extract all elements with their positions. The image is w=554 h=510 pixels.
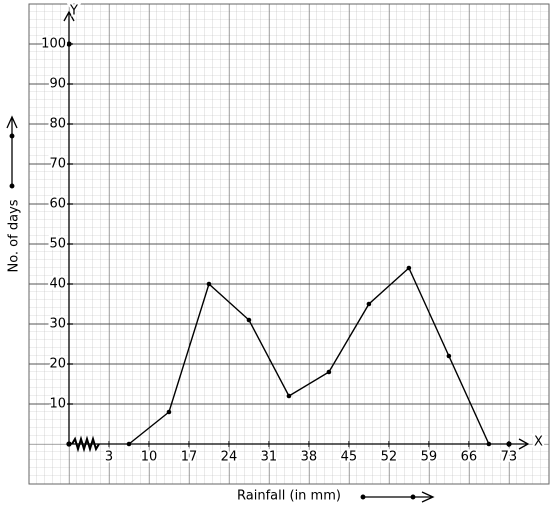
x-tick-label: 73 <box>501 450 518 465</box>
x-tick-label: 31 <box>261 450 278 465</box>
point <box>166 409 172 415</box>
x-tick-label: 24 <box>221 450 238 465</box>
point <box>246 317 252 323</box>
x-tick-label: 38 <box>301 450 318 465</box>
x-tick-label: 59 <box>421 450 438 465</box>
x-axis-letter: X <box>534 435 543 450</box>
y-tick-label: 60 <box>49 197 66 212</box>
y-tick-label: 50 <box>49 237 66 252</box>
x-tick-label: 66 <box>461 450 478 465</box>
point <box>286 393 292 399</box>
point <box>126 441 132 447</box>
point <box>486 441 492 447</box>
arrows <box>6 115 435 503</box>
x-tick-label: 52 <box>381 450 398 465</box>
y-axis-label: No. of days <box>7 199 22 272</box>
line <box>128 266 490 445</box>
y-tick-label: 80 <box>49 117 66 132</box>
point <box>406 265 412 271</box>
point <box>446 353 452 359</box>
point <box>206 281 212 287</box>
point <box>366 301 372 307</box>
y-tick-label: 10 <box>49 397 66 412</box>
y-axis-letter: Y <box>69 4 78 19</box>
y-tick-label: 90 <box>49 77 66 92</box>
x-tick-label: 17 <box>181 450 198 465</box>
y-tick-label: 100 <box>41 37 66 52</box>
y-tick-label: 70 <box>49 157 66 172</box>
x-tick-label: 10 <box>141 450 158 465</box>
y-tick-label: 20 <box>49 357 66 372</box>
point <box>326 369 332 375</box>
y-tick-label: 30 <box>49 317 66 332</box>
x-axis-label: Rainfall (in mm) <box>237 489 341 504</box>
y-tick-label: 40 <box>49 277 66 292</box>
x-tick-label: 45 <box>341 450 358 465</box>
x-tick-label: 3 <box>105 450 113 465</box>
